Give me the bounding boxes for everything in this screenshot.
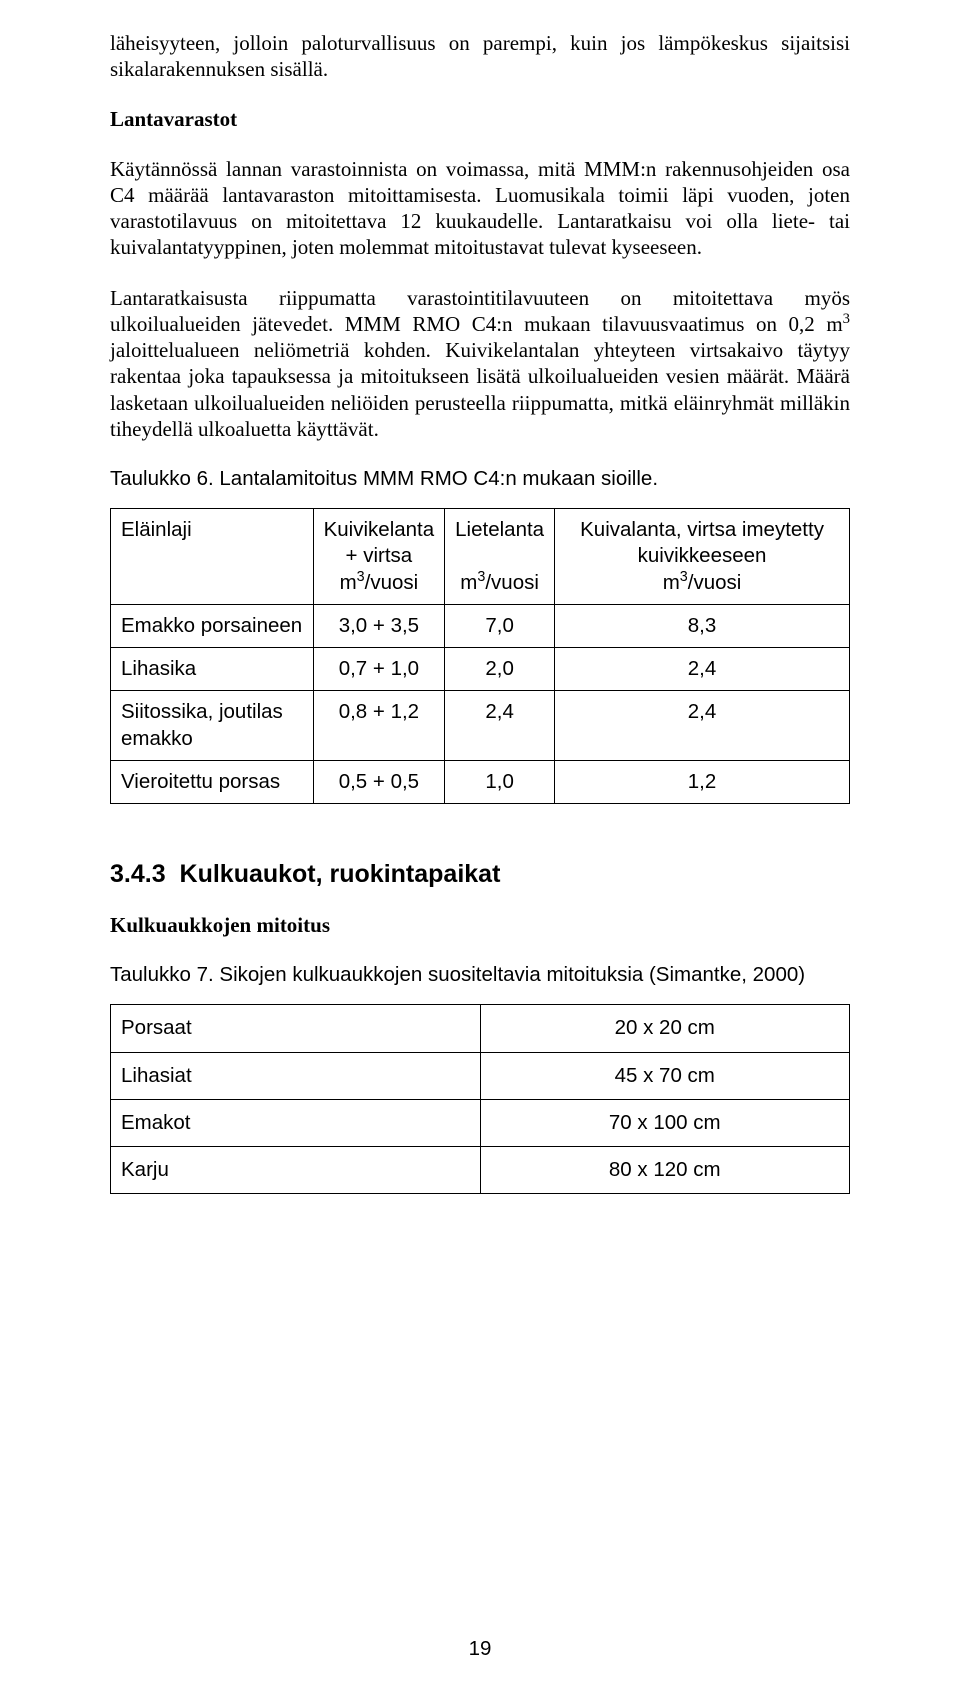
head-text: m [340, 571, 357, 594]
table-head-elainlaji: Eläinlaji [111, 509, 314, 605]
p3-part-a: Lantaratkaisusta riippumatta varastointi… [110, 286, 850, 336]
table-row: Emakko porsaineen 3,0 + 3,5 7,0 8,3 [111, 604, 850, 647]
table-lantalamitoitus: Eläinlaji Kuivikelanta + virtsa m3/vuosi… [110, 508, 850, 804]
table7-caption: Taulukko 7. Sikojen kulkuaukkojen suosit… [110, 962, 850, 988]
table-cell: 20 x 20 cm [480, 1005, 850, 1052]
table-row: Karju 80 x 120 cm [111, 1147, 850, 1194]
table-kulkuaukot: Porsaat 20 x 20 cm Lihasiat 45 x 70 cm E… [110, 1004, 850, 1194]
table-cell: 8,3 [555, 604, 850, 647]
table-cell: 0,7 + 1,0 [313, 648, 445, 691]
paragraph-lanta-1: Käytännössä lannan varastoinnista on voi… [110, 156, 850, 261]
table-cell: 0,5 + 0,5 [313, 760, 445, 803]
head-sup: 3 [680, 569, 688, 585]
table-cell: 1,0 [445, 760, 555, 803]
table-cell: Karju [111, 1147, 481, 1194]
head-text: /vuosi [365, 571, 419, 594]
table-cell: Emakko porsaineen [111, 604, 314, 647]
table-row: Vieroitettu porsas 0,5 + 0,5 1,0 1,2 [111, 760, 850, 803]
table-cell: Siitossika, joutilas emakko [111, 691, 314, 760]
table-cell: 2,4 [555, 691, 850, 760]
table-cell: Vieroitettu porsas [111, 760, 314, 803]
p3-sup: 3 [843, 311, 850, 327]
head-text: Kuivikelanta [324, 518, 435, 541]
table-cell: 7,0 [445, 604, 555, 647]
table-head-lietelanta: Lietelanta m3/vuosi [445, 509, 555, 605]
table-cell: 1,2 [555, 760, 850, 803]
head-text: Lietelanta [455, 518, 544, 541]
table-row: Siitossika, joutilas emakko 0,8 + 1,2 2,… [111, 691, 850, 760]
p3-part-b: jaloittelualueen neliömetriä kohden. Kui… [110, 338, 850, 441]
page: läheisyyteen, jolloin paloturvallisuus o… [0, 0, 960, 1685]
table-cell: 2,4 [445, 691, 555, 760]
head-text: /vuosi [485, 571, 539, 594]
table-cell: Emakot [111, 1099, 481, 1146]
table-row: Eläinlaji Kuivikelanta + virtsa m3/vuosi… [111, 509, 850, 605]
table-cell: Lihasika [111, 648, 314, 691]
paragraph-intro: läheisyyteen, jolloin paloturvallisuus o… [110, 30, 850, 83]
section-heading: 3.4.3 Kulkuaukot, ruokintapaikat [110, 860, 850, 889]
head-text: m [663, 571, 680, 594]
table-cell: 45 x 70 cm [480, 1052, 850, 1099]
table-head-kuivalanta: Kuivalanta, virtsa imeytetty kuivikkeese… [555, 509, 850, 605]
table-cell: Porsaat [111, 1005, 481, 1052]
table-cell: 3,0 + 3,5 [313, 604, 445, 647]
section-title: Kulkuaukot, ruokintapaikat [180, 860, 501, 888]
table-cell: 2,0 [445, 648, 555, 691]
table6-caption: Taulukko 6. Lantalamitoitus MMM RMO C4:n… [110, 466, 850, 492]
head-text: /vuosi [688, 571, 742, 594]
head-text: Kuivalanta, virtsa imeytetty kuivikkeese… [580, 518, 824, 567]
table-cell: 0,8 + 1,2 [313, 691, 445, 760]
heading-lantavarastot: Lantavarastot [110, 107, 850, 132]
paragraph-lanta-2: Lantaratkaisusta riippumatta varastointi… [110, 285, 850, 443]
page-number: 19 [0, 1637, 960, 1661]
head-sup: 3 [357, 569, 365, 585]
table-row: Porsaat 20 x 20 cm [111, 1005, 850, 1052]
table-cell: 2,4 [555, 648, 850, 691]
section-number: 3.4.3 [110, 860, 166, 888]
table-cell: Lihasiat [111, 1052, 481, 1099]
table-row: Emakot 70 x 100 cm [111, 1099, 850, 1146]
heading-kulkuaukot: Kulkuaukkojen mitoitus [110, 913, 850, 938]
head-text: m [460, 571, 477, 594]
head-text: + virtsa [346, 544, 413, 567]
table-cell: 80 x 120 cm [480, 1147, 850, 1194]
table-cell: 70 x 100 cm [480, 1099, 850, 1146]
table-row: Lihasiat 45 x 70 cm [111, 1052, 850, 1099]
table-head-kuivikelanta: Kuivikelanta + virtsa m3/vuosi [313, 509, 445, 605]
table-row: Lihasika 0,7 + 1,0 2,0 2,4 [111, 648, 850, 691]
